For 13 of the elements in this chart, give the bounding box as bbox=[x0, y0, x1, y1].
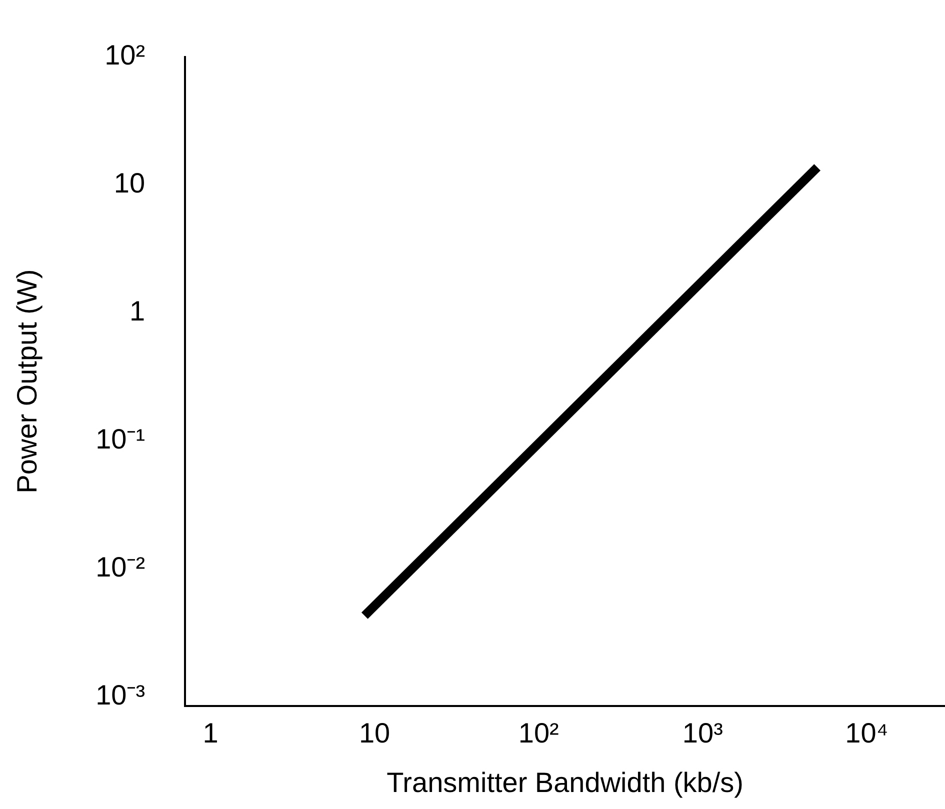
y-tick-label: 10⁻² bbox=[96, 551, 146, 582]
y-tick-label: 10⁻¹ bbox=[96, 424, 146, 454]
y-tick-label: 10² bbox=[104, 40, 146, 71]
y-axis-title: Power Output (W) bbox=[12, 269, 43, 494]
x-tick-label: 10 bbox=[358, 717, 390, 748]
x-axis-title: Transmitter Bandwidth (kb/s) bbox=[386, 766, 744, 798]
x-tick-label: 10³ bbox=[682, 717, 723, 748]
x-tick-label: 10² bbox=[518, 717, 559, 748]
x-tick-label: 10⁴ bbox=[845, 717, 888, 748]
y-tick-label: 10 bbox=[114, 168, 146, 199]
y-tick-label: 1 bbox=[129, 296, 146, 327]
y-tick-label: 10⁻³ bbox=[96, 679, 146, 710]
x-tick-label: 1 bbox=[202, 717, 218, 748]
